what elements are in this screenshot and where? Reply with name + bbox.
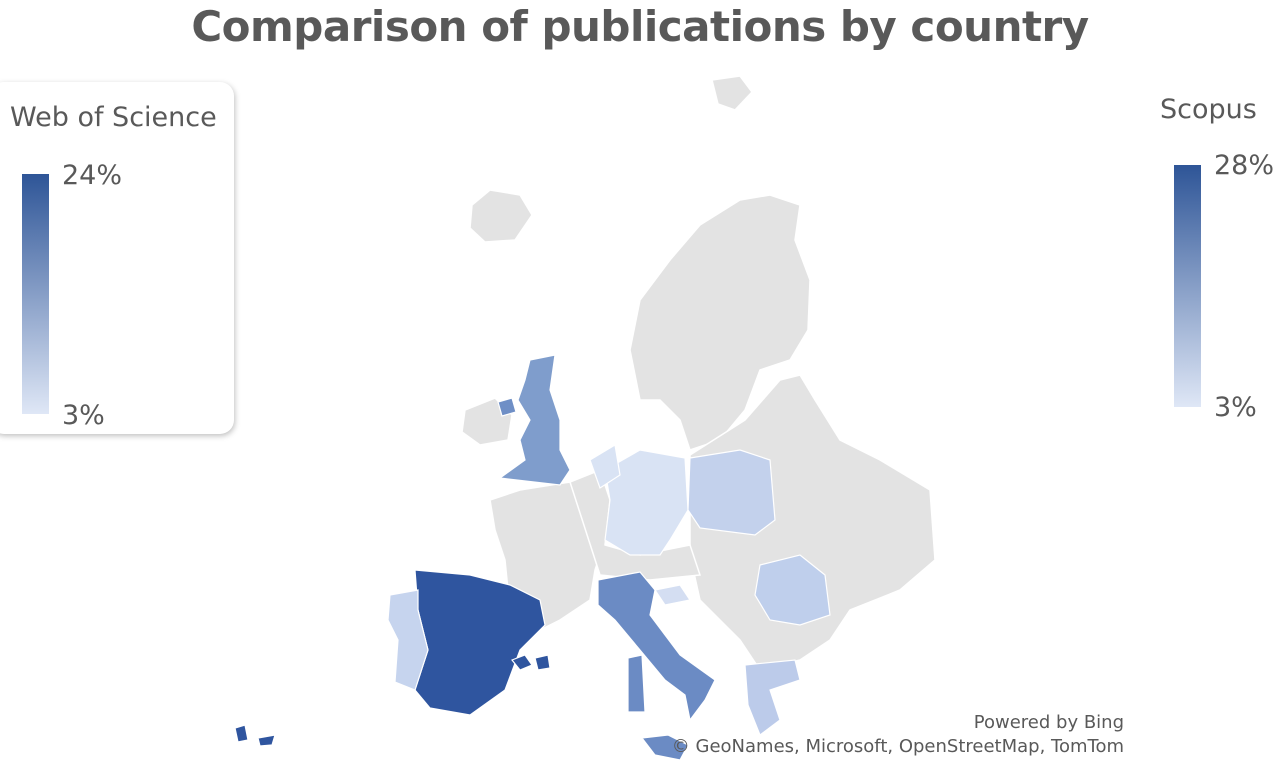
region-sardinia xyxy=(627,654,646,713)
legend-title: Scopus xyxy=(1160,94,1257,125)
color-scale-bar xyxy=(1174,165,1201,407)
region-northern-ireland xyxy=(497,397,517,417)
region-poland xyxy=(687,449,776,536)
region-uk xyxy=(498,354,571,486)
region-romania xyxy=(754,554,831,626)
powered-by: Powered by Bing xyxy=(973,712,1124,733)
region-eastern-europe xyxy=(689,374,936,671)
region-balearic-2 xyxy=(534,654,551,671)
legend-max: 28% xyxy=(1214,150,1275,181)
legend-min: 3% xyxy=(62,400,105,431)
region-denmark xyxy=(589,444,621,489)
color-scale-bar xyxy=(22,174,49,414)
region-greece xyxy=(744,659,801,736)
region-germany xyxy=(604,449,689,556)
region-svalbard xyxy=(711,75,753,111)
legend-max: 24% xyxy=(62,160,123,191)
region-canary xyxy=(234,724,249,743)
region-slovenia xyxy=(654,584,691,606)
region-portugal xyxy=(387,589,429,691)
legend-web-of-science: Web of Science 24% 3% xyxy=(0,82,234,434)
region-balearic xyxy=(511,654,533,671)
map-title: Comparison of publications by country xyxy=(191,2,1089,51)
region-ireland xyxy=(461,397,513,446)
legend-title: Web of Science xyxy=(10,102,217,133)
region-italy xyxy=(597,571,716,722)
map-credits: © GeoNames, Microsoft, OpenStreetMap, To… xyxy=(671,736,1124,757)
region-scandinavia xyxy=(629,194,811,451)
region-canary-2 xyxy=(257,734,276,747)
region-sicily xyxy=(640,734,689,761)
legend-min: 3% xyxy=(1214,392,1257,423)
region-iceland xyxy=(469,189,533,243)
